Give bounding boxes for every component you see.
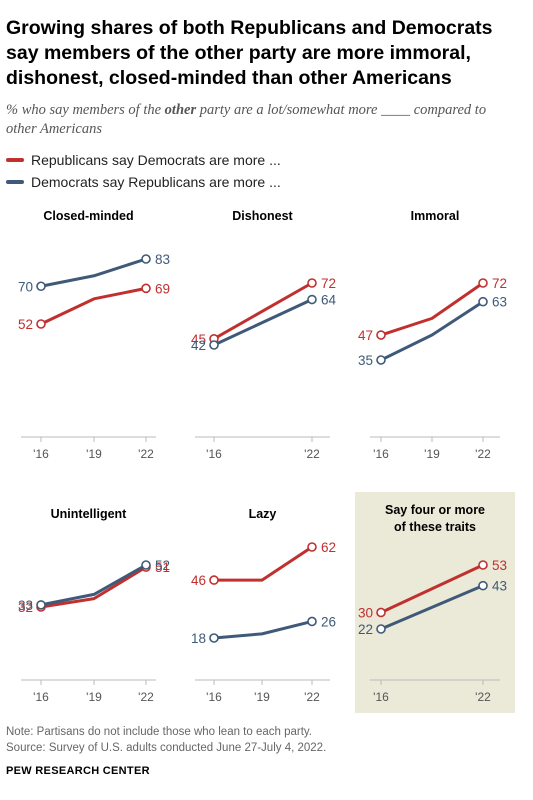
data-point-dishonest-republicans-1: [307, 278, 317, 288]
data-point-lazy-republicans-2: [307, 542, 317, 552]
legend-swatch-republicans: [6, 158, 24, 162]
x-tick-label-dishonest-0: '16: [206, 447, 222, 461]
series-line-immoral-democrats: [379, 300, 485, 362]
data-label-closed-minded-republicans-0: 52: [18, 317, 33, 332]
data-point-say-four-or-more-of-these-traits-democrats-1: [478, 580, 488, 591]
series-line-dishonest-democrats: [212, 298, 314, 347]
x-tick-label-immoral-1: '19: [424, 447, 440, 461]
x-tick-label-unintelligent-2: '22: [138, 690, 154, 704]
data-point-unintelligent-democrats-2: [141, 560, 151, 570]
data-label-dishonest-republicans-1: 72: [321, 276, 336, 291]
subtitle-prefix: % who say members of the: [6, 102, 165, 118]
data-point-closed-minded-democrats-2: [141, 254, 151, 264]
data-label-say-four-or-more-of-these-traits-democrats-0: 22: [358, 622, 373, 637]
subtitle-emphasis: other: [164, 102, 197, 118]
x-tick-label-lazy-0: '16: [206, 690, 222, 704]
data-point-closed-minded-democrats-0: [36, 281, 46, 292]
data-label-immoral-republicans-0: 47: [358, 328, 373, 343]
series-line-immoral-republicans: [379, 281, 485, 337]
legend-label-republicans: Republicans say Democrats are more ...: [31, 152, 281, 168]
legend: Republicans say Democrats are more ... D…: [6, 149, 281, 193]
data-label-unintelligent-democrats-0: 33: [18, 598, 33, 613]
data-label-closed-minded-republicans-2: 69: [155, 281, 170, 296]
series-line-dishonest-republicans: [212, 281, 314, 341]
data-label-dishonest-democrats-0: 42: [191, 338, 206, 353]
x-tick-label-lazy-2: '22: [304, 690, 320, 704]
data-label-dishonest-democrats-1: 64: [321, 293, 337, 308]
data-point-lazy-democrats-0: [209, 633, 219, 643]
series-line-say-four-or-more-of-these-traits-democrats: [379, 584, 485, 631]
legend-item-republicans: Republicans say Democrats are more ...: [6, 149, 281, 171]
data-point-unintelligent-democrats-0: [36, 600, 46, 610]
x-tick-label-closed-minded-1: '19: [86, 447, 102, 461]
x-tick-label-immoral-0: '16: [373, 447, 389, 461]
data-label-unintelligent-democrats-2: 52: [155, 558, 170, 573]
data-point-dishonest-democrats-0: [209, 340, 219, 350]
data-point-immoral-republicans-2: [478, 278, 488, 288]
x-tick-label-lazy-1: '19: [254, 690, 270, 704]
data-label-lazy-republicans-0: 46: [191, 573, 206, 588]
panel-title-lazy: Lazy: [249, 507, 277, 521]
series-line-lazy-republicans: [212, 545, 314, 582]
data-point-lazy-republicans-0: [209, 575, 219, 585]
data-point-immoral-democrats-0: [376, 355, 386, 365]
x-tick-label-closed-minded-0: '16: [33, 447, 49, 461]
chart-title: Growing shares of both Republicans and D…: [6, 17, 493, 89]
pew-research-center-logo: PEW RESEARCH CENTER: [6, 765, 150, 777]
data-label-lazy-democrats-2: 26: [321, 614, 336, 629]
legend-label-democrats: Democrats say Republicans are more ...: [31, 174, 281, 190]
highlight-panel-bg-say-four-or-more-of-these-traits: [355, 492, 515, 713]
data-point-immoral-republicans-0: [376, 330, 386, 340]
x-tick-label-unintelligent-1: '19: [86, 690, 102, 704]
x-tick-label-unintelligent-0: '16: [33, 690, 49, 704]
data-point-closed-minded-republicans-0: [36, 319, 46, 329]
legend-swatch-democrats: [6, 180, 24, 184]
data-point-closed-minded-republicans-2: [141, 283, 151, 294]
data-label-immoral-republicans-2: 72: [492, 276, 507, 291]
data-point-say-four-or-more-of-these-traits-democrats-0: [376, 624, 386, 634]
data-point-say-four-or-more-of-these-traits-republicans-0: [376, 607, 386, 618]
series-line-unintelligent-democrats: [39, 563, 148, 607]
panel-title-closed-minded: Closed-minded: [43, 209, 133, 223]
data-label-closed-minded-democrats-2: 83: [155, 252, 170, 267]
legend-item-democrats: Democrats say Republicans are more ...: [6, 171, 281, 193]
data-point-say-four-or-more-of-these-traits-republicans-1: [478, 560, 488, 570]
data-label-say-four-or-more-of-these-traits-republicans-0: 30: [358, 605, 373, 620]
data-label-lazy-democrats-0: 18: [191, 631, 206, 646]
footnote: Note: Partisans do not include those who…: [6, 725, 326, 756]
panel-title-say-four-or-more-of-these-traits: Say four or more of these traits: [385, 503, 485, 534]
series-line-closed-minded-democrats: [39, 257, 148, 288]
data-label-lazy-republicans-2: 62: [321, 540, 336, 555]
panel-title-unintelligent: Unintelligent: [51, 507, 128, 521]
series-line-closed-minded-republicans: [39, 286, 148, 326]
footnote-source: Source: Survey of U.S. adults conducted …: [6, 741, 327, 754]
data-label-unintelligent-republicans-0: 32: [18, 600, 33, 615]
x-tick-label-immoral-2: '22: [475, 447, 491, 461]
data-label-immoral-democrats-2: 63: [492, 295, 507, 310]
panel-title-dishonest: Dishonest: [232, 209, 293, 223]
footnote-note: Note: Partisans do not include those who…: [6, 726, 313, 738]
series-line-say-four-or-more-of-these-traits-republicans: [379, 563, 485, 614]
x-tick-label-closed-minded-2: '22: [138, 447, 154, 461]
data-label-immoral-democrats-0: 35: [358, 353, 373, 368]
data-point-lazy-democrats-2: [307, 616, 317, 627]
subtitle-suffix: party are a lot/somewhat more ____ compa…: [6, 102, 487, 137]
data-point-immoral-democrats-2: [478, 296, 488, 307]
series-line-lazy-democrats: [212, 619, 314, 640]
panel-title-immoral: Immoral: [411, 209, 460, 223]
data-label-say-four-or-more-of-these-traits-republicans-1: 53: [492, 558, 507, 573]
data-point-dishonest-democrats-1: [307, 294, 317, 305]
series-line-unintelligent-republicans: [39, 565, 148, 609]
data-label-closed-minded-democrats-0: 70: [18, 279, 33, 294]
data-label-say-four-or-more-of-these-traits-democrats-1: 43: [492, 579, 507, 594]
x-tick-label-say-four-or-more-of-these-traits-1: '22: [475, 690, 491, 704]
chart-subtitle: % who say members of the other party are…: [6, 101, 506, 139]
data-label-unintelligent-republicans-2: 51: [155, 560, 170, 575]
x-tick-label-say-four-or-more-of-these-traits-0: '16: [373, 690, 389, 704]
data-label-dishonest-republicans-0: 45: [191, 332, 206, 347]
x-tick-label-dishonest-1: '22: [304, 447, 320, 461]
